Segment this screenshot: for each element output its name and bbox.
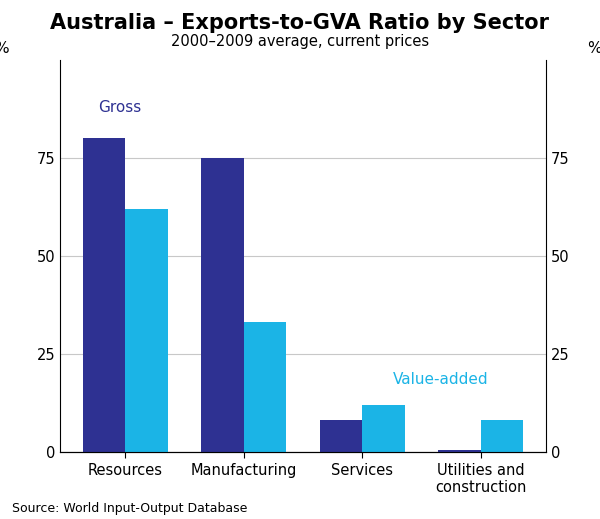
Text: Australia – Exports-to-GVA Ratio by Sector: Australia – Exports-to-GVA Ratio by Sect… [50, 13, 550, 33]
Text: %: % [0, 41, 9, 56]
Bar [438, 449, 481, 452]
Text: %: % [587, 41, 600, 56]
Bar [362, 404, 405, 452]
Bar [320, 420, 362, 452]
Bar [83, 138, 125, 452]
Bar [481, 420, 523, 452]
Text: Value-added: Value-added [393, 372, 489, 387]
Text: Source: World Input-Output Database: Source: World Input-Output Database [12, 502, 247, 515]
Bar [201, 158, 244, 452]
Bar [125, 209, 168, 452]
Text: 2000–2009 average, current prices: 2000–2009 average, current prices [171, 34, 429, 49]
Bar [244, 322, 286, 452]
Text: Gross: Gross [98, 100, 141, 115]
